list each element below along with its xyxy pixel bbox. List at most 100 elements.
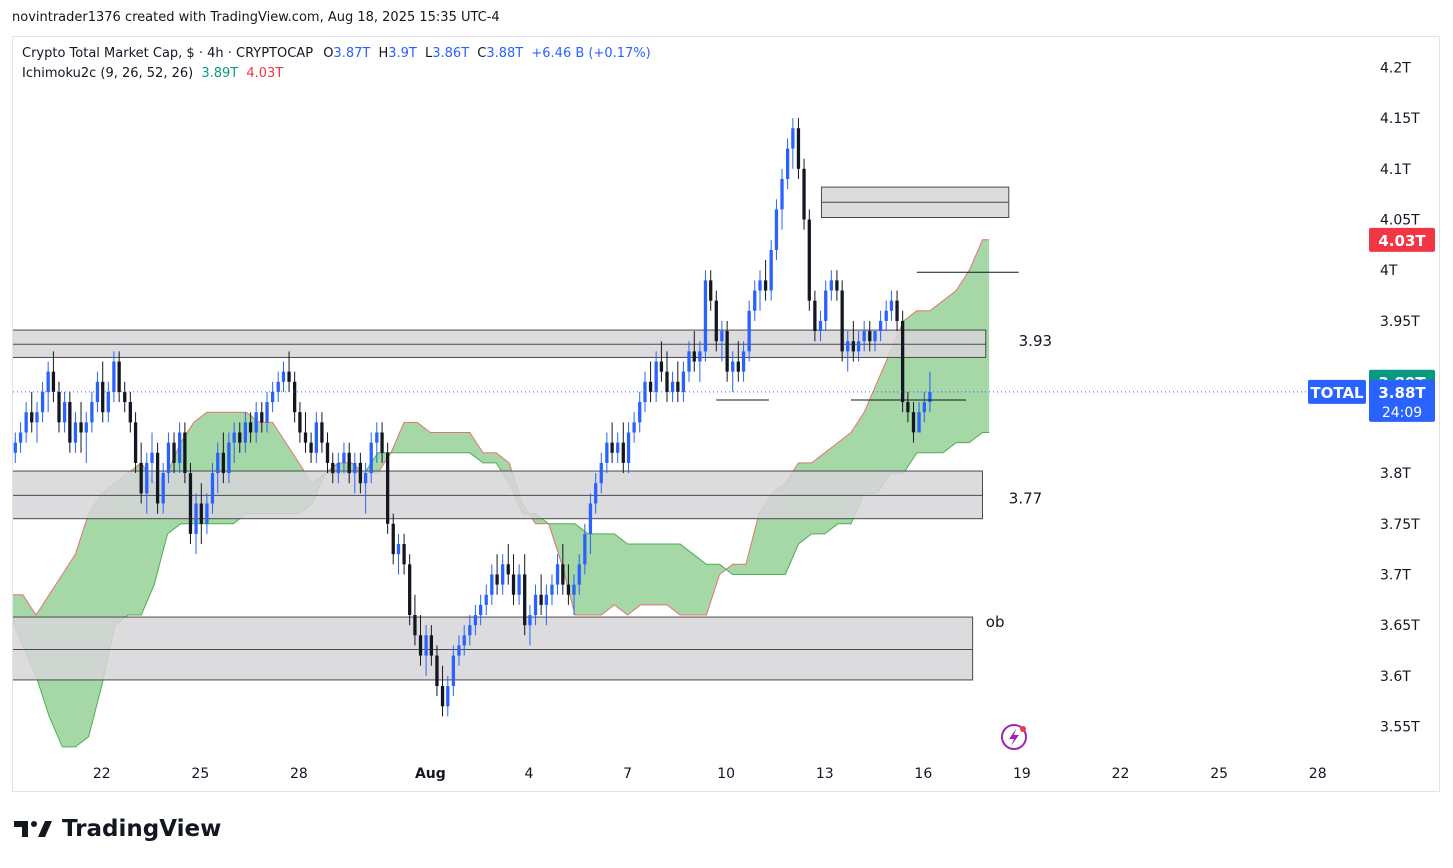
candle-body-90 xyxy=(501,564,505,585)
candle-body-122 xyxy=(676,381,680,392)
candle-body-38 xyxy=(216,452,220,474)
high-value: 3.9T xyxy=(388,46,417,61)
candle-body-126 xyxy=(698,351,702,362)
candle-body-72 xyxy=(402,544,406,565)
y-tick-label: 3.7T xyxy=(1380,567,1411,583)
candle-body-24 xyxy=(139,462,143,494)
price-badge-label: 3.88T xyxy=(1378,384,1426,402)
x-tick-label: 13 xyxy=(816,766,834,782)
candle-body-81 xyxy=(451,655,456,687)
candle-body-18 xyxy=(106,391,110,413)
candle-body-33 xyxy=(188,473,193,534)
candle-body-145 xyxy=(802,168,806,220)
candle-body-54 xyxy=(303,432,308,443)
candle-body-45 xyxy=(254,412,258,433)
x-tick-label: 4 xyxy=(525,766,534,782)
candle-body-49 xyxy=(276,381,280,392)
candle-body-155 xyxy=(856,341,861,352)
candle-body-41 xyxy=(232,432,236,443)
candle-body-22 xyxy=(128,402,132,423)
zone-box-0 xyxy=(13,329,987,358)
candle-body-87 xyxy=(484,594,488,605)
candle-body-71 xyxy=(396,544,401,555)
open-value: 3.87T xyxy=(333,46,371,61)
candle-body-119 xyxy=(659,361,664,372)
candle-body-88 xyxy=(490,574,494,595)
x-tick-label: Aug xyxy=(415,766,446,782)
candle-body-4 xyxy=(30,412,34,423)
candle-body-151 xyxy=(835,280,839,291)
candle-body-83 xyxy=(462,635,466,646)
candle-body-115 xyxy=(638,402,642,423)
indicator-value-1: 3.89T xyxy=(201,66,239,81)
candle-body-96 xyxy=(533,594,538,616)
candle-body-63 xyxy=(353,462,357,474)
candle-body-130 xyxy=(720,331,724,342)
candle-body-140 xyxy=(774,209,779,250)
plot-area xyxy=(13,118,1367,748)
candle-body-66 xyxy=(369,442,373,474)
candle-body-82 xyxy=(457,645,461,656)
x-tick-label: 22 xyxy=(93,766,111,782)
change-value: +6.46 B (+0.17%) xyxy=(531,46,651,61)
candle-body-168 xyxy=(928,391,932,403)
x-tick-label: 22 xyxy=(1112,766,1130,782)
candle-body-27 xyxy=(155,452,160,504)
lightning-icon xyxy=(1001,724,1027,750)
indicator-label[interactable]: Ichimoku2c (9, 26, 52, 26) xyxy=(22,66,194,81)
candle-body-12 xyxy=(73,422,78,443)
candle-body-146 xyxy=(807,219,811,301)
candle-body-153 xyxy=(846,341,850,352)
candle-body-160 xyxy=(884,310,888,321)
candle-body-166 xyxy=(917,412,921,433)
candle-body-161 xyxy=(889,300,894,311)
candle-body-68 xyxy=(380,432,384,453)
candle-body-26 xyxy=(150,452,154,463)
candle-body-125 xyxy=(692,351,696,362)
candle-body-91 xyxy=(506,564,510,575)
y-tick-label: 3.6T xyxy=(1380,669,1411,685)
candle-body-93 xyxy=(517,574,521,595)
x-tick-label: 19 xyxy=(1013,766,1031,782)
low-label: L xyxy=(425,46,433,61)
candle-body-3 xyxy=(24,412,28,433)
candle-body-148 xyxy=(818,320,823,332)
candle-body-159 xyxy=(878,320,883,332)
candle-body-117 xyxy=(648,381,653,392)
y-tick-label: 3.65T xyxy=(1380,618,1420,634)
lightning-icon-dot xyxy=(1020,726,1026,732)
candle-body-25 xyxy=(145,462,149,494)
candle-body-103 xyxy=(572,584,576,595)
candle-body-144 xyxy=(796,128,801,169)
candle-body-157 xyxy=(868,331,872,342)
candle-body-30 xyxy=(172,442,176,463)
candle-body-114 xyxy=(632,422,636,433)
symbol-label[interactable]: Crypto Total Market Cap, $ · 4h · CRYPTO… xyxy=(22,46,314,61)
candle-body-95 xyxy=(528,615,532,626)
y-tick-label: 3.8T xyxy=(1380,466,1411,482)
candle-body-2 xyxy=(18,432,23,443)
y-tick-label: 4.15T xyxy=(1380,111,1420,127)
chart-frame[interactable] xyxy=(12,36,1440,792)
candle-body-109 xyxy=(605,442,609,463)
x-tick-label: 25 xyxy=(191,766,209,782)
candle-body-99 xyxy=(550,584,554,595)
tradingview-logo[interactable]: TradingView xyxy=(14,816,221,842)
price-badge-2 xyxy=(1369,379,1435,422)
candle-body-112 xyxy=(621,442,625,463)
zone-box-2 xyxy=(13,616,974,681)
x-tick-label: 28 xyxy=(1309,766,1327,782)
price-badge-countdown: 24:09 xyxy=(1382,405,1422,421)
candle-body-69 xyxy=(386,452,390,524)
symbol-tag xyxy=(1308,379,1366,404)
candle-body-65 xyxy=(363,473,368,484)
candle-body-133 xyxy=(736,361,740,372)
candle-body-19 xyxy=(112,361,116,392)
lightning-icon-bolt xyxy=(1009,729,1019,746)
candle-body-70 xyxy=(391,523,395,555)
candle-body-164 xyxy=(906,402,910,413)
candle-body-154 xyxy=(851,341,855,352)
high-label: H xyxy=(378,46,389,61)
candle-body-116 xyxy=(643,381,647,403)
